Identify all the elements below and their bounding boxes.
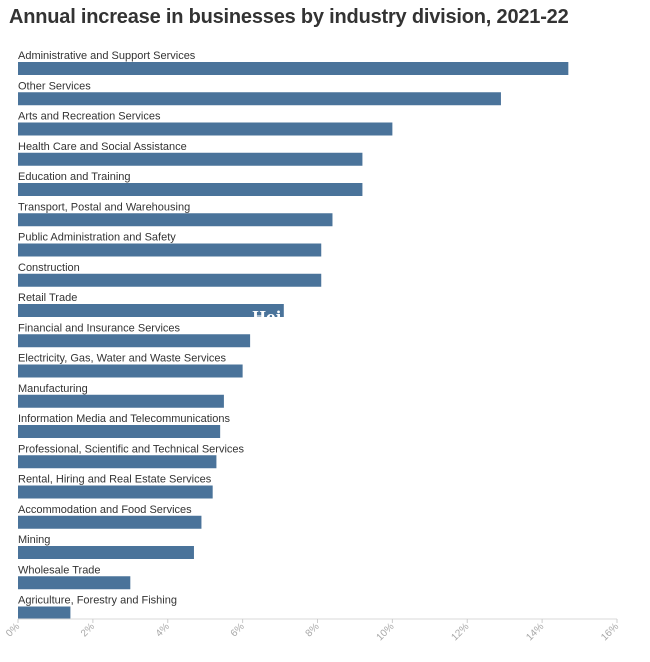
x-tick-label: 4%: [154, 621, 172, 639]
category-label: Accommodation and Food Services: [18, 504, 192, 516]
category-label: Wholesale Trade: [18, 564, 101, 576]
bar: [18, 213, 333, 227]
x-tick-label: 2%: [79, 621, 97, 639]
bar: [18, 243, 322, 257]
category-label: Other Services: [18, 80, 91, 92]
bar: [18, 152, 363, 166]
bar: [18, 455, 217, 469]
bar: [18, 425, 221, 438]
x-tick-label: 6%: [229, 621, 247, 639]
chart-title: Annual increase in businesses by industr…: [9, 6, 569, 28]
bar: [18, 334, 251, 348]
bar: [18, 515, 202, 529]
bar: [18, 546, 194, 559]
x-tick-label: 0%: [4, 621, 22, 639]
category-label: Transport, Postal and Warehousing: [18, 201, 190, 213]
category-label: Financial and Insurance Services: [18, 322, 181, 334]
x-tick-label: 10%: [375, 621, 397, 643]
bar: [18, 273, 322, 287]
bar: [18, 576, 131, 590]
category-label: Health Care and Social Assistance: [18, 141, 187, 153]
bar: [18, 485, 213, 499]
category-label: Professional, Scientific and Technical S…: [18, 443, 245, 455]
category-label: Construction: [18, 262, 80, 274]
x-tick-label: 12%: [449, 621, 471, 643]
bar: [18, 606, 71, 620]
bar: [18, 183, 363, 196]
category-label: Administrative and Support Services: [18, 50, 196, 62]
bar: [18, 394, 224, 408]
bar: [18, 304, 284, 317]
category-label: Education and Training: [18, 171, 131, 183]
category-label: Retail Trade: [18, 292, 77, 304]
bar: [18, 364, 243, 378]
x-tick-label: 8%: [304, 621, 322, 639]
category-label: Manufacturing: [18, 383, 88, 395]
watermark-text: Hei: [252, 308, 282, 326]
bar: [18, 62, 569, 75]
category-label: Public Administration and Safety: [18, 232, 176, 244]
category-label: Arts and Recreation Services: [18, 111, 161, 123]
bar: [18, 122, 393, 136]
category-label: Mining: [18, 534, 50, 546]
category-label: Electricity, Gas, Water and Waste Servic…: [18, 353, 227, 365]
x-tick-label: 14%: [524, 621, 546, 643]
category-label: Information Media and Telecommunications: [18, 413, 230, 425]
bar: [18, 92, 501, 106]
x-tick-label: 16%: [599, 621, 621, 643]
category-label: Agriculture, Forestry and Fishing: [18, 595, 177, 607]
category-label: Rental, Hiring and Real Estate Services: [18, 474, 212, 486]
